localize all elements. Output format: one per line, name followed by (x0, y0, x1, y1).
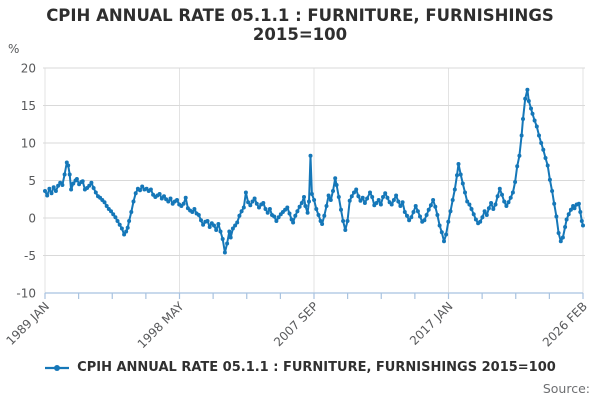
y-tick-labels: 20 15 10 5 0 -5 -10 (16, 62, 36, 301)
x-tick-label: 1998 MAY (135, 299, 187, 351)
source-label: Source: (542, 381, 590, 396)
y-tick-label: 10 (21, 137, 36, 151)
legend: CPIH ANNUAL RATE 05.1.1 : FURNITURE, FUR… (0, 360, 600, 375)
x-tick-label: 2026 FEB (540, 299, 590, 349)
chart-title-line2: 2015=100 (252, 25, 348, 44)
chart-title: CPIH ANNUAL RATE 05.1.1 : FURNITURE, FUR… (0, 6, 600, 44)
y-tick-label: -5 (24, 249, 36, 263)
x-tick-label: 2007 SEP (271, 299, 321, 349)
y-axis-unit-label: % (8, 42, 19, 56)
y-tick-label: 15 (21, 99, 36, 113)
legend-label: CPIH ANNUAL RATE 05.1.1 : FURNITURE, FUR… (77, 360, 556, 375)
x-axis (44, 292, 584, 299)
y-tick-label: -10 (16, 287, 36, 301)
y-tick-label: 20 (21, 62, 36, 76)
x-tick-label: 1989 JAN (3, 299, 52, 348)
data-point-markers (43, 87, 585, 255)
y-tick-label: 5 (28, 174, 36, 188)
horizontal-gridlines (43, 67, 585, 256)
x-tick-labels: 1989 JAN 1998 MAY 2007 SEP 2017 JAN 2026 FEB (3, 299, 590, 351)
legend-line-marker-icon (45, 364, 70, 371)
chart-title-line1: CPIH ANNUAL RATE 05.1.1 : FURNITURE, FUR… (46, 6, 554, 25)
data-line (44, 88, 584, 254)
y-tick-label: 0 (28, 212, 36, 226)
x-tick-label: 2017 JAN (407, 299, 456, 348)
